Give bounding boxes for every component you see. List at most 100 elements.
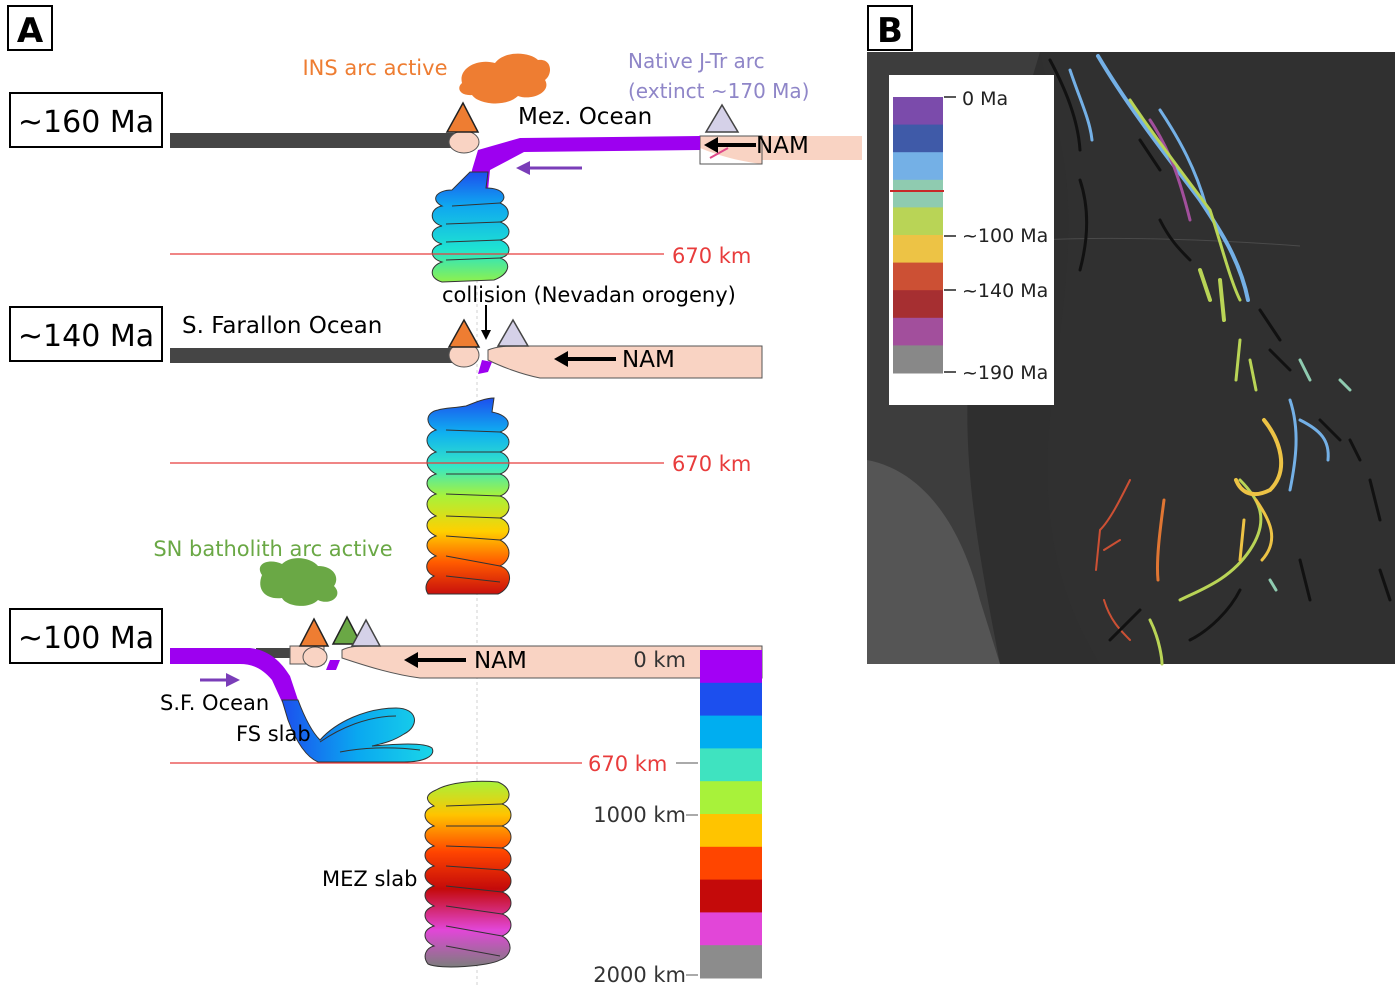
- legend-color-band: [893, 124, 943, 153]
- map-land: [1040, 52, 1395, 664]
- fault-teal: [1268, 358, 1352, 592]
- map-gray-coast: [867, 460, 1000, 664]
- stage-140: ~140 Ma collision (Nevadan orogeny) S. F…: [9, 283, 763, 595]
- panel-b: B: [867, 5, 1395, 666]
- slab-remnant: [326, 660, 340, 670]
- depth-scale-band: [700, 879, 762, 913]
- stage-100: SN batholith arc active ~100 Ma NAM S.F.…: [9, 537, 763, 968]
- tiny-mark: [709, 147, 729, 159]
- fault-green: [1234, 338, 1258, 392]
- fault-green: [1178, 478, 1263, 602]
- sf-ocean-plate: [170, 648, 298, 702]
- legend-label: 0 Ma: [962, 88, 1008, 110]
- legend-color-band: [893, 152, 943, 181]
- nam-plate: [487, 345, 763, 379]
- legend-label: ~140 Ma: [962, 280, 1048, 302]
- panel-a-label-box: [7, 5, 53, 51]
- legend-color-band: [893, 290, 943, 319]
- slab-140: [425, 397, 510, 595]
- stage-age-label: ~160 Ma: [18, 105, 154, 140]
- collision-label: collision (Nevadan orogeny): [442, 283, 736, 307]
- fault-red: [1103, 599, 1131, 641]
- stage-age-box: [9, 92, 163, 148]
- native-arc-triangle: [350, 618, 382, 647]
- fault-orange-red: [1155, 498, 1166, 582]
- fault-green: [1198, 268, 1226, 322]
- fs-slab-label: FS slab: [236, 722, 311, 746]
- mez-slab-folds: [445, 803, 503, 957]
- depth-color-scale: 0 km 1000 km 2000 km: [593, 648, 762, 987]
- nam-plate: [341, 645, 763, 679]
- fault-blue: [1096, 54, 1250, 302]
- legend-color-band: [893, 235, 943, 264]
- ins-arc-triangle: [445, 101, 480, 133]
- nam-arrowhead-100: [404, 652, 418, 668]
- nam-arrowhead-160: [704, 137, 718, 153]
- depth-scale-band: [700, 912, 762, 946]
- purple-arrowhead-100: [226, 673, 240, 687]
- legend-ticks: [944, 96, 956, 373]
- legend-label: ~100 Ma: [962, 225, 1048, 247]
- fault-black: [1048, 58, 1392, 642]
- ins-arc-root: [448, 130, 480, 154]
- fault-purple: [1148, 118, 1192, 222]
- legend-color-band: [893, 207, 943, 236]
- ocean-plate: [170, 133, 455, 148]
- arc-root: [302, 646, 328, 668]
- legend-color-band: [893, 97, 943, 126]
- native-arc-label-2: (extinct ~170 Ma): [628, 79, 809, 103]
- nam-label: NAM: [756, 133, 809, 159]
- slab-160: [431, 171, 510, 283]
- fs-slab-fold: [319, 715, 421, 753]
- depth-670-label: 670 km: [588, 752, 667, 776]
- depth-scale-band: [700, 814, 762, 848]
- legend-label: ~190 Ma: [962, 362, 1048, 384]
- collision-arrowhead: [481, 330, 491, 340]
- stage-age-box: [9, 608, 163, 664]
- depth-scale-label: 0 km: [633, 648, 686, 672]
- legend-color-band: [893, 262, 943, 291]
- stage-160: ~160 Ma INS arc active Native J-Tr arc (…: [9, 49, 862, 283]
- depth-scale-label: 1000 km: [593, 803, 686, 827]
- panel-b-label-box: [867, 5, 913, 51]
- fault-blue: [1068, 68, 1094, 142]
- depth-scale-band: [700, 682, 762, 717]
- fault-orange: [1234, 418, 1284, 497]
- depth-scale-band: [700, 945, 762, 979]
- legend-color-band: [893, 345, 943, 374]
- fault-orange: [1238, 498, 1274, 562]
- depth-scale-band: [700, 748, 762, 782]
- nam-arrowhead-140: [554, 351, 568, 367]
- sf-ocean-label: S.F. Ocean: [160, 691, 269, 715]
- depth-scale-band: [700, 715, 762, 749]
- depth-670-label: 670 km: [672, 244, 751, 268]
- depth-scale-band: [700, 650, 762, 684]
- purple-arrowhead-160: [516, 161, 530, 175]
- slab-fold-lines: [445, 202, 501, 261]
- sn-arc-label: SN batholith arc active: [153, 537, 392, 561]
- slab-remnant: [478, 360, 492, 374]
- native-arc-triangle: [496, 318, 530, 347]
- fault-green: [1128, 98, 1242, 302]
- stage-age-box: [9, 306, 163, 362]
- ins-arc-triangle: [298, 617, 330, 647]
- depth-scale-label: 2000 km: [593, 963, 686, 987]
- nam-label: NAM: [622, 347, 675, 373]
- legend-color-band: [893, 179, 943, 208]
- ocean-plate: [256, 648, 306, 658]
- fault-blue: [1158, 108, 1208, 208]
- panel-a: A ~160 Ma INS arc active Native J-Tr arc…: [7, 5, 862, 987]
- mez-slab-label: MEZ slab: [322, 867, 417, 891]
- sn-arc-triangle: [331, 615, 363, 645]
- native-arc-triangle: [704, 103, 740, 133]
- fault-green: [1148, 618, 1164, 666]
- ins-arc-label: INS arc active: [302, 56, 447, 80]
- fault-red: [1095, 479, 1131, 571]
- ins-arc-triangle: [447, 318, 481, 348]
- native-arc-label: Native J-Tr arc: [628, 49, 765, 73]
- sf-ocean-label: S. Farallon Ocean: [182, 313, 382, 339]
- legend-color-band: [893, 317, 943, 346]
- nam-label: NAM: [474, 648, 527, 674]
- depth-670-label: 670 km: [672, 452, 751, 476]
- mez-slab: [424, 780, 512, 968]
